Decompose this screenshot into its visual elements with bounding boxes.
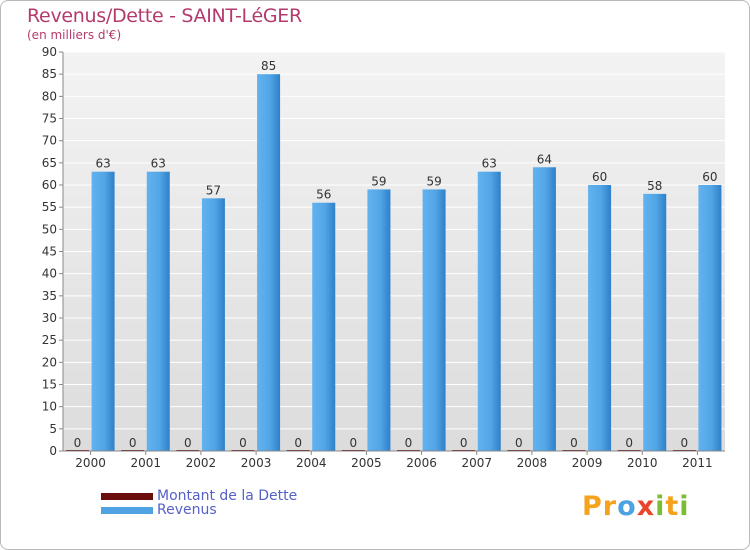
x-tick-label: 2010 xyxy=(627,456,658,470)
data-label-dette: 0 xyxy=(239,436,247,450)
y-tick-label: 5 xyxy=(49,422,57,436)
y-tick-label: 55 xyxy=(42,200,57,214)
bar-series: 0 63 0 63 0 57 0 85 0 56 0 59 0 59 0 63 0 64 0 60 0 58 0 60 xyxy=(66,59,722,452)
y-tick-label: 10 xyxy=(42,400,57,414)
data-label-dette: 0 xyxy=(625,436,633,450)
x-axis: 2000 2001 2002 2003 2004 2005 2006 2007 2008 2009… xyxy=(63,450,725,470)
gridlines xyxy=(63,51,725,452)
y-tick-label: 70 xyxy=(42,134,57,148)
data-label-revenus: 64 xyxy=(537,152,552,166)
chart-subtitle: (en milliers d'€) xyxy=(27,28,122,42)
bar-revenus xyxy=(201,198,225,451)
data-label-dette: 0 xyxy=(74,436,82,450)
y-tick-label: 25 xyxy=(42,333,57,347)
logo-letter: x xyxy=(636,491,656,522)
data-label-revenus: 60 xyxy=(592,170,607,184)
y-tick-label: 45 xyxy=(42,245,57,259)
logo-letter: P xyxy=(582,491,603,522)
data-label-revenus: 63 xyxy=(151,157,166,171)
y-tick-label: 40 xyxy=(42,267,57,281)
x-tick-label: 2011 xyxy=(682,456,713,470)
data-label-revenus: 58 xyxy=(647,179,662,193)
x-tick-label: 2006 xyxy=(406,456,437,470)
bar-revenus xyxy=(146,171,170,451)
data-label-revenus: 57 xyxy=(206,183,221,197)
logo-letter: i xyxy=(655,491,666,522)
x-tick-label: 2004 xyxy=(296,456,327,470)
x-tick-label: 2000 xyxy=(75,456,106,470)
y-tick-label: 35 xyxy=(42,289,57,303)
data-label-revenus: 85 xyxy=(261,59,276,73)
chart-title: Revenus/Dette - SAINT-LéGER xyxy=(27,5,302,27)
y-tick-label: 30 xyxy=(42,311,57,325)
bar-revenus xyxy=(422,189,446,451)
y-tick-label: 80 xyxy=(42,89,57,103)
data-label-dette: 0 xyxy=(184,436,192,450)
bar-revenus xyxy=(588,185,612,451)
x-tick-label: 2009 xyxy=(572,456,603,470)
x-tick-label: 2005 xyxy=(351,456,382,470)
data-label-revenus: 59 xyxy=(371,174,386,188)
legend-label-revenus: Revenus xyxy=(157,502,217,518)
data-label-dette: 0 xyxy=(405,436,413,450)
data-label-revenus: 63 xyxy=(95,157,110,171)
logo-letter: r xyxy=(602,491,618,522)
data-label-dette: 0 xyxy=(350,436,358,450)
bar-revenus xyxy=(257,74,281,452)
bar-revenus xyxy=(91,171,115,451)
legend-item-dette: Montant de la Dette xyxy=(101,488,297,504)
y-tick-label: 75 xyxy=(42,112,57,126)
legend-item-revenus: Revenus xyxy=(101,502,217,518)
proxiti-logo: Proxiti xyxy=(582,491,690,522)
y-tick-label: 0 xyxy=(49,444,57,458)
y-tick-label: 85 xyxy=(42,67,57,81)
data-label-dette: 0 xyxy=(515,436,523,450)
y-tick-label: 90 xyxy=(42,45,57,59)
logo-letter: t xyxy=(665,491,680,522)
x-tick-label: 2008 xyxy=(517,456,548,470)
y-tick-label: 15 xyxy=(42,378,57,392)
data-label-revenus: 59 xyxy=(426,174,441,188)
bar-revenus xyxy=(477,171,501,451)
data-label-dette: 0 xyxy=(294,436,302,450)
y-tick-label: 65 xyxy=(42,156,57,170)
data-label-revenus: 63 xyxy=(482,157,497,171)
legend-swatch-revenus xyxy=(101,506,153,514)
data-label-revenus: 60 xyxy=(702,170,717,184)
y-axis: 0 5 10 15 20 25 30 35 40 45 50 55 60 65 70 75 80 85 90 xyxy=(42,45,64,458)
bar-revenus xyxy=(367,189,391,451)
y-tick-label: 20 xyxy=(42,355,57,369)
bar-revenus xyxy=(698,185,722,451)
x-tick-label: 2007 xyxy=(461,456,492,470)
data-label-dette: 0 xyxy=(681,436,689,450)
bar-revenus xyxy=(643,193,667,451)
y-tick-label: 50 xyxy=(42,222,57,236)
y-tick-label: 60 xyxy=(42,178,57,192)
bar-revenus xyxy=(532,167,556,451)
logo-letter: o xyxy=(617,491,637,522)
legend-swatch-dette xyxy=(101,492,153,500)
x-tick-label: 2001 xyxy=(130,456,161,470)
data-label-revenus: 56 xyxy=(316,188,331,202)
data-label-dette: 0 xyxy=(460,436,468,450)
data-label-dette: 0 xyxy=(570,436,578,450)
data-label-dette: 0 xyxy=(129,436,137,450)
x-tick-label: 2002 xyxy=(186,456,217,470)
bar-revenus xyxy=(312,202,336,451)
x-tick-label: 2003 xyxy=(241,456,272,470)
logo-letter: i xyxy=(679,491,690,522)
legend-label-dette: Montant de la Dette xyxy=(157,488,298,504)
